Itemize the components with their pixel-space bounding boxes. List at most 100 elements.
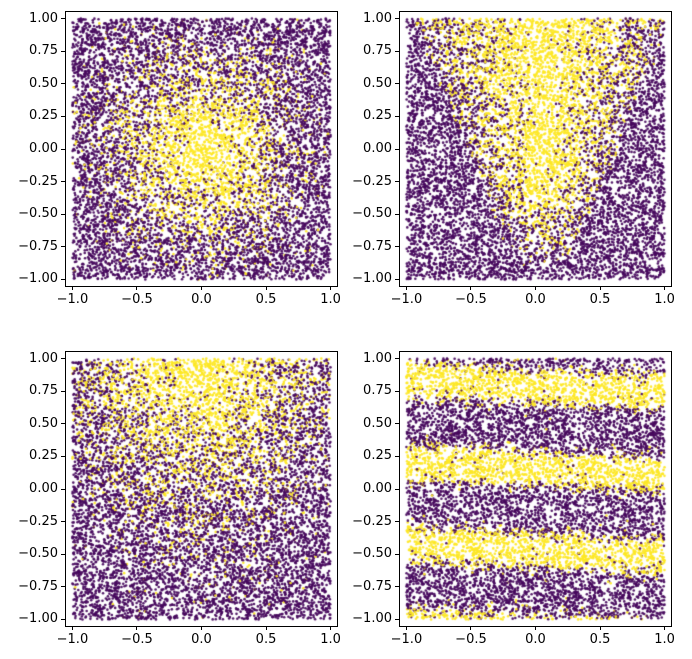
x-tick-mark [470, 286, 472, 290]
y-tick-mark [395, 455, 399, 457]
y-tick-label: −0.50 [18, 546, 58, 562]
subplot-bottom-left: −1.0 −0.5 0.0 0.5 1.0 −1.00 −0.75 −0.50 −0.25 0.0… [18, 351, 341, 647]
x-tick-mark [265, 626, 267, 630]
x-tick-mark [201, 626, 202, 630]
x-tick-label: −0.5 [455, 632, 487, 647]
y-tick-label: −0.75 [352, 238, 392, 254]
y-tick-label: 1.00 [29, 10, 58, 26]
x-tick-label: 0.5 [589, 292, 611, 307]
x-tick-mark [470, 626, 472, 630]
scatter-canvas [400, 12, 671, 286]
x-tick-label: −1.0 [56, 632, 89, 647]
x-tick-mark [405, 286, 407, 290]
y-tick-label: 0.50 [29, 415, 58, 431]
y-tick-label: −0.50 [352, 546, 392, 562]
y-tick-label: 0.00 [29, 141, 58, 156]
subplot-top-left: −1.0 −0.5 0.0 0.5 1.0 −1.00 −0.75 −0.50 −0.25 0.0… [18, 11, 341, 307]
scatter-canvas [400, 352, 671, 626]
x-tick-label: −1.0 [390, 292, 423, 307]
x-tick-label: −0.5 [121, 632, 153, 647]
subplot-top-right: −1.0 −0.5 0.0 0.5 1.0 −1.00 −0.75 −0.50 −0.25 0.0… [352, 11, 675, 307]
y-tick-mark [61, 586, 65, 588]
y-tick-mark [61, 246, 65, 248]
y-tick-mark [395, 618, 399, 620]
x-tick-mark [535, 286, 536, 290]
y-tick-label: −0.25 [352, 513, 392, 529]
y-tick-mark [61, 488, 65, 490]
y-tick-label: 0.25 [29, 448, 58, 464]
x-tick-mark [71, 626, 73, 630]
x-tick-label: −1.0 [56, 292, 89, 307]
y-tick-mark [395, 586, 399, 588]
y-tick-label: −0.75 [352, 578, 392, 594]
y-tick-mark [61, 148, 65, 150]
y-tick-label: 1.00 [29, 350, 58, 366]
x-tick-mark [599, 626, 601, 630]
x-tick-mark [201, 286, 202, 290]
y-tick-label: −0.50 [18, 206, 58, 222]
x-tick-label: −0.5 [121, 292, 153, 307]
y-tick-label: −0.75 [18, 578, 58, 594]
y-tick-label: 1.00 [363, 10, 392, 26]
y-tick-label: 0.25 [363, 108, 392, 124]
x-tick-mark [664, 286, 666, 290]
x-tick-label: 1.0 [320, 292, 341, 307]
x-tick-mark [535, 626, 536, 630]
y-tick-mark [395, 83, 399, 85]
y-tick-label: 0.75 [363, 383, 392, 399]
y-tick-mark [395, 278, 399, 280]
y-tick-mark [61, 50, 65, 52]
y-tick-mark [61, 423, 65, 425]
x-tick-mark [664, 626, 666, 630]
x-tick-mark [330, 626, 332, 630]
y-tick-label: 0.00 [363, 481, 392, 496]
y-tick-mark [395, 18, 399, 20]
y-tick-label: 0.00 [29, 481, 58, 496]
x-tick-label: 0.5 [589, 632, 611, 647]
x-tick-label: 0.5 [255, 632, 277, 647]
y-tick-label: 0.25 [29, 108, 58, 124]
y-tick-mark [395, 213, 399, 215]
x-tick-label: 1.0 [654, 632, 675, 647]
y-tick-label: −1.00 [352, 611, 392, 627]
y-tick-mark [395, 553, 399, 555]
x-tick-label: 1.0 [654, 292, 675, 307]
y-tick-label: 0.50 [363, 415, 392, 431]
y-tick-mark [61, 115, 65, 117]
x-tick-label: 0.5 [255, 292, 277, 307]
subplot-bottom-right: −1.0 −0.5 0.0 0.5 1.0 −1.00 −0.75 −0.50 −0.25 0.0… [352, 351, 675, 647]
y-tick-label: 0.75 [29, 383, 58, 399]
y-tick-label: 1.00 [363, 350, 392, 366]
y-tick-mark [61, 278, 65, 280]
y-tick-label: 0.50 [29, 75, 58, 91]
y-tick-label: 0.75 [363, 43, 392, 59]
y-tick-label: 0.00 [363, 141, 392, 156]
y-tick-mark [395, 181, 399, 183]
x-tick-label: 0.0 [525, 632, 546, 647]
y-tick-mark [395, 50, 399, 52]
x-tick-mark [71, 286, 73, 290]
y-tick-mark [395, 148, 399, 150]
x-tick-label: 0.0 [525, 292, 546, 307]
y-tick-label: −1.00 [18, 611, 58, 627]
y-tick-mark [61, 18, 65, 20]
y-tick-mark [395, 246, 399, 248]
y-tick-label: −0.50 [352, 206, 392, 222]
y-tick-label: −0.75 [18, 238, 58, 254]
y-tick-mark [61, 213, 65, 215]
y-tick-mark [395, 423, 399, 425]
x-tick-mark [136, 286, 138, 290]
x-tick-mark [265, 286, 267, 290]
x-tick-mark [599, 286, 601, 290]
y-tick-label: −0.25 [18, 513, 58, 529]
y-tick-mark [395, 488, 399, 490]
y-tick-mark [61, 553, 65, 555]
y-tick-label: −1.00 [352, 271, 392, 287]
x-tick-mark [136, 626, 138, 630]
y-tick-label: 0.75 [29, 43, 58, 59]
x-tick-mark [330, 286, 332, 290]
y-tick-mark [61, 181, 65, 183]
x-tick-label: 0.0 [191, 632, 212, 647]
x-tick-label: 1.0 [320, 632, 341, 647]
